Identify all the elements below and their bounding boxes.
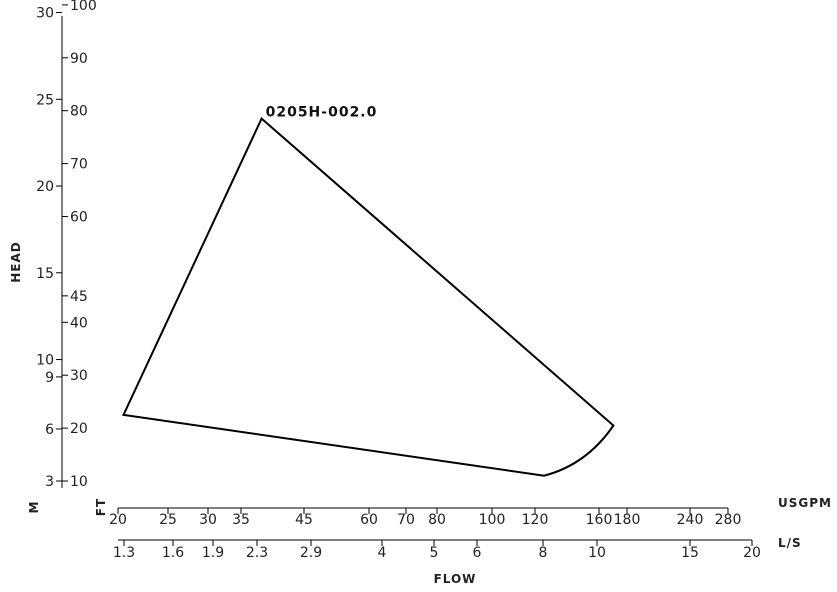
y-axis-m-unit: M xyxy=(27,501,41,514)
y-ft-tick-label-0: 10 xyxy=(70,474,88,490)
y-axis-ft-ticks: 10 20 30 40 45 60 70 80 90 100 xyxy=(62,0,97,490)
y-axis-m-ticks: 3 6 910 15 20 25 30 xyxy=(36,6,62,490)
x-usgpm-tick-label-0: 20 xyxy=(109,512,127,528)
y-axis-ft-unit: FT xyxy=(94,498,108,516)
x-usgpm-tick-label-4: 45 xyxy=(295,512,313,528)
x-ls-tick-label-6: 5 xyxy=(430,545,439,561)
x-ls-tick-label-4: 2.9 xyxy=(300,545,322,561)
y-ft-tick-label-2: 30 xyxy=(70,368,88,384)
y-ft-tick-label-9: 100 xyxy=(70,0,97,14)
y-ft-tick-label-1: 20 xyxy=(70,421,88,437)
x-axis-ls-unit: L/S xyxy=(778,536,802,550)
x-ls-tick-label-1: 1.6 xyxy=(162,545,184,561)
y-m-tick-label-3: 10 xyxy=(36,353,54,369)
y-m-tick-label-6: 25 xyxy=(36,92,54,108)
y-m-tick-label-1: 6 xyxy=(45,422,54,438)
x-ls-tick-label-8: 8 xyxy=(539,545,548,561)
y-ft-tick-label-7: 80 xyxy=(70,104,88,120)
y-m-tick-label-2: 9 xyxy=(45,370,54,386)
x-axis-label: FLOW xyxy=(434,572,477,586)
y-m-tick-label-7: 30 xyxy=(36,6,54,22)
x-ls-tick-label-9: 10 xyxy=(588,545,606,561)
x-usgpm-tick-label-7: 80 xyxy=(428,512,446,528)
y-axis-label: HEAD xyxy=(9,241,23,283)
x-ls-tick-label-2: 1.9 xyxy=(202,545,224,561)
x-usgpm-tick-label-9: 120 xyxy=(522,512,549,528)
y-m-tick-label-5: 20 xyxy=(36,179,54,195)
x-usgpm-tick-label-8: 100 xyxy=(479,512,506,528)
x-usgpm-tick-label-12: 240 xyxy=(677,512,704,528)
x-ls-tick-label-11: 20 xyxy=(743,545,761,561)
x-usgpm-tick-label-3: 35 xyxy=(232,512,250,528)
x-usgpm-tick-label-6: 70 xyxy=(397,512,415,528)
y-ft-tick-label-4: 45 xyxy=(70,289,88,305)
x-usgpm-tick-label-2: 30 xyxy=(199,512,217,528)
x-ls-tick-label-7: 6 xyxy=(473,545,482,561)
x-axis-usgpm-unit: USGPM xyxy=(778,496,832,510)
y-m-tick-label-0: 3 xyxy=(45,474,54,490)
series-label: 0205H-002.0 xyxy=(266,105,378,121)
y-m-tick-label-4: 15 xyxy=(36,266,54,282)
x-ls-tick-label-0: 1.3 xyxy=(113,545,135,561)
x-ls-tick-label-10: 15 xyxy=(681,545,699,561)
x-axis-ls-ticks: 1.3 1.6 1.9 2.3 2.9 4 5 6 8 10 15 20 xyxy=(113,540,761,561)
x-usgpm-tick-label-5: 60 xyxy=(360,512,378,528)
x-usgpm-tick-label-13: 280 xyxy=(715,512,742,528)
x-ls-tick-label-5: 4 xyxy=(378,545,387,561)
x-usgpm-tick-label-11: 180 xyxy=(614,512,641,528)
x-usgpm-tick-label-1: 25 xyxy=(159,512,177,528)
y-ft-tick-label-6: 70 xyxy=(70,157,88,173)
operating-range-polygon xyxy=(122,116,615,477)
y-ft-tick-label-5: 60 xyxy=(70,210,88,226)
y-ft-tick-label-8: 90 xyxy=(70,51,88,67)
x-axis-usgpm-ticks: 20 25 30 35 45 60 70 80 100 120 160 180 240 280 xyxy=(109,508,741,528)
x-ls-tick-label-3: 2.3 xyxy=(246,545,268,561)
y-ft-tick-label-3: 40 xyxy=(70,315,88,331)
x-usgpm-tick-label-10: 160 xyxy=(586,512,613,528)
